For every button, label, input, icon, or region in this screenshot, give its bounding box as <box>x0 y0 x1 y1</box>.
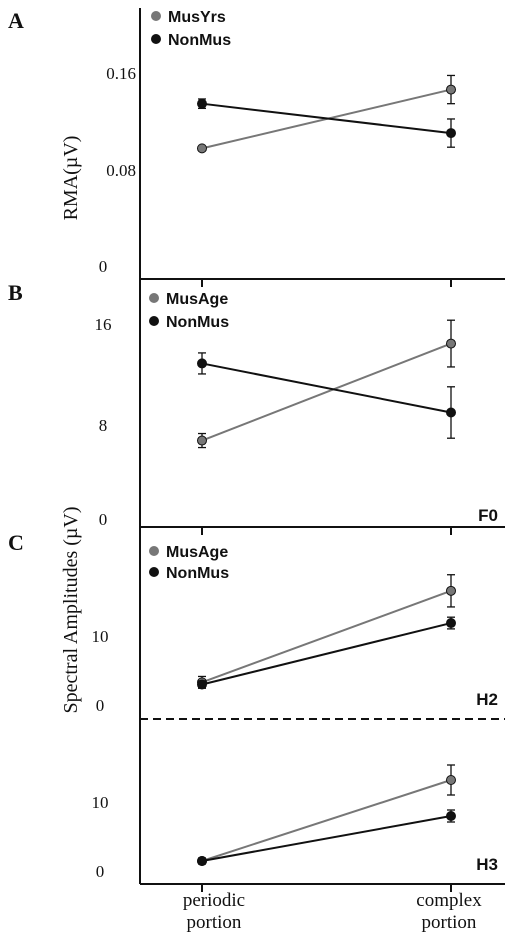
y-tick-label-a-0: 0 <box>99 257 108 276</box>
y-tick-label-h2-0: 0 <box>96 696 105 715</box>
legend-label-a-musyrs: MusYrs <box>168 9 226 26</box>
y-tick-label-a-008: 0.08 <box>106 161 136 180</box>
harmonic-label-h3: H3 <box>476 855 498 874</box>
chart-marks-layer <box>197 74 456 866</box>
data-point-c-h2-nonmus-1 <box>446 618 456 629</box>
data-point-a-musyrs-1 <box>446 84 456 95</box>
y-tick-label-b-0: 0 <box>99 510 108 529</box>
harmonic-label-f0: F0 <box>478 506 498 525</box>
legend-marker-a-nonmus <box>151 34 161 44</box>
series-line-c-h2-musage <box>201 589 452 684</box>
series-line-c-h3-musage <box>201 779 452 862</box>
x-category-periodic-line1: periodic <box>183 890 245 911</box>
series-line-a-nonmus <box>201 102 452 135</box>
panel-letter-b: B <box>8 280 23 305</box>
y-axis-title-spectral: Spectral Amplitudes (µV) <box>60 506 82 713</box>
legend-marker-b-nonmus <box>149 316 159 326</box>
legend-marker-b-musage <box>149 293 159 303</box>
data-point-c-h3-musage-1 <box>446 775 456 785</box>
x-category-complex-line1: complex <box>416 890 482 911</box>
y-tick-label-b-16: 16 <box>95 315 112 334</box>
y-tick-label-a-016: 0.16 <box>106 64 136 83</box>
data-point-b-f0-nonmus-1 <box>446 407 456 418</box>
y-axis-title-rma: RMA(µV) <box>60 136 82 221</box>
y-tick-label-h3-0: 0 <box>96 862 105 881</box>
y-tick-label-h2-10: 10 <box>92 627 109 646</box>
legend-label-c-nonmus: NonMus <box>166 565 229 582</box>
data-point-c-h2-musage-1 <box>446 585 456 596</box>
legend-label-c-musage: MusAge <box>166 544 228 561</box>
legend-label-b-musage: MusAge <box>166 291 228 308</box>
series-line-b-f0-nonmus <box>201 362 452 414</box>
data-point-a-musyrs-0 <box>197 143 207 154</box>
harmonic-label-h2: H2 <box>476 690 498 709</box>
data-point-b-f0-musage-0 <box>197 435 207 446</box>
x-category-periodic-line2: portion <box>187 912 242 933</box>
data-point-a-nonmus-1 <box>446 128 456 139</box>
data-point-c-h3-nonmus-1 <box>446 811 456 821</box>
x-category-complex-line2: portion <box>422 912 477 933</box>
series-line-c-h3-nonmus <box>201 815 452 862</box>
legend-marker-c-nonmus <box>149 567 159 577</box>
panel-letter-a: A <box>8 8 24 33</box>
y-tick-label-b-8: 8 <box>99 416 108 435</box>
data-point-c-h3-nonmus-0 <box>197 856 207 866</box>
legend-label-b-nonmus: NonMus <box>166 314 229 331</box>
legend-label-a-nonmus: NonMus <box>168 32 231 49</box>
data-point-c-h2-nonmus-0 <box>197 679 207 690</box>
y-tick-label-h3-10: 10 <box>92 793 109 812</box>
series-line-b-f0-musage <box>201 342 452 442</box>
data-point-b-f0-musage-1 <box>446 338 456 349</box>
panel-letter-c: C <box>8 530 24 555</box>
data-point-b-f0-nonmus-0 <box>197 358 207 369</box>
legend-marker-c-musage <box>149 546 159 556</box>
legend-marker-a-musyrs <box>151 11 161 21</box>
data-point-a-nonmus-0 <box>197 98 207 109</box>
series-line-c-h2-nonmus <box>201 622 452 686</box>
